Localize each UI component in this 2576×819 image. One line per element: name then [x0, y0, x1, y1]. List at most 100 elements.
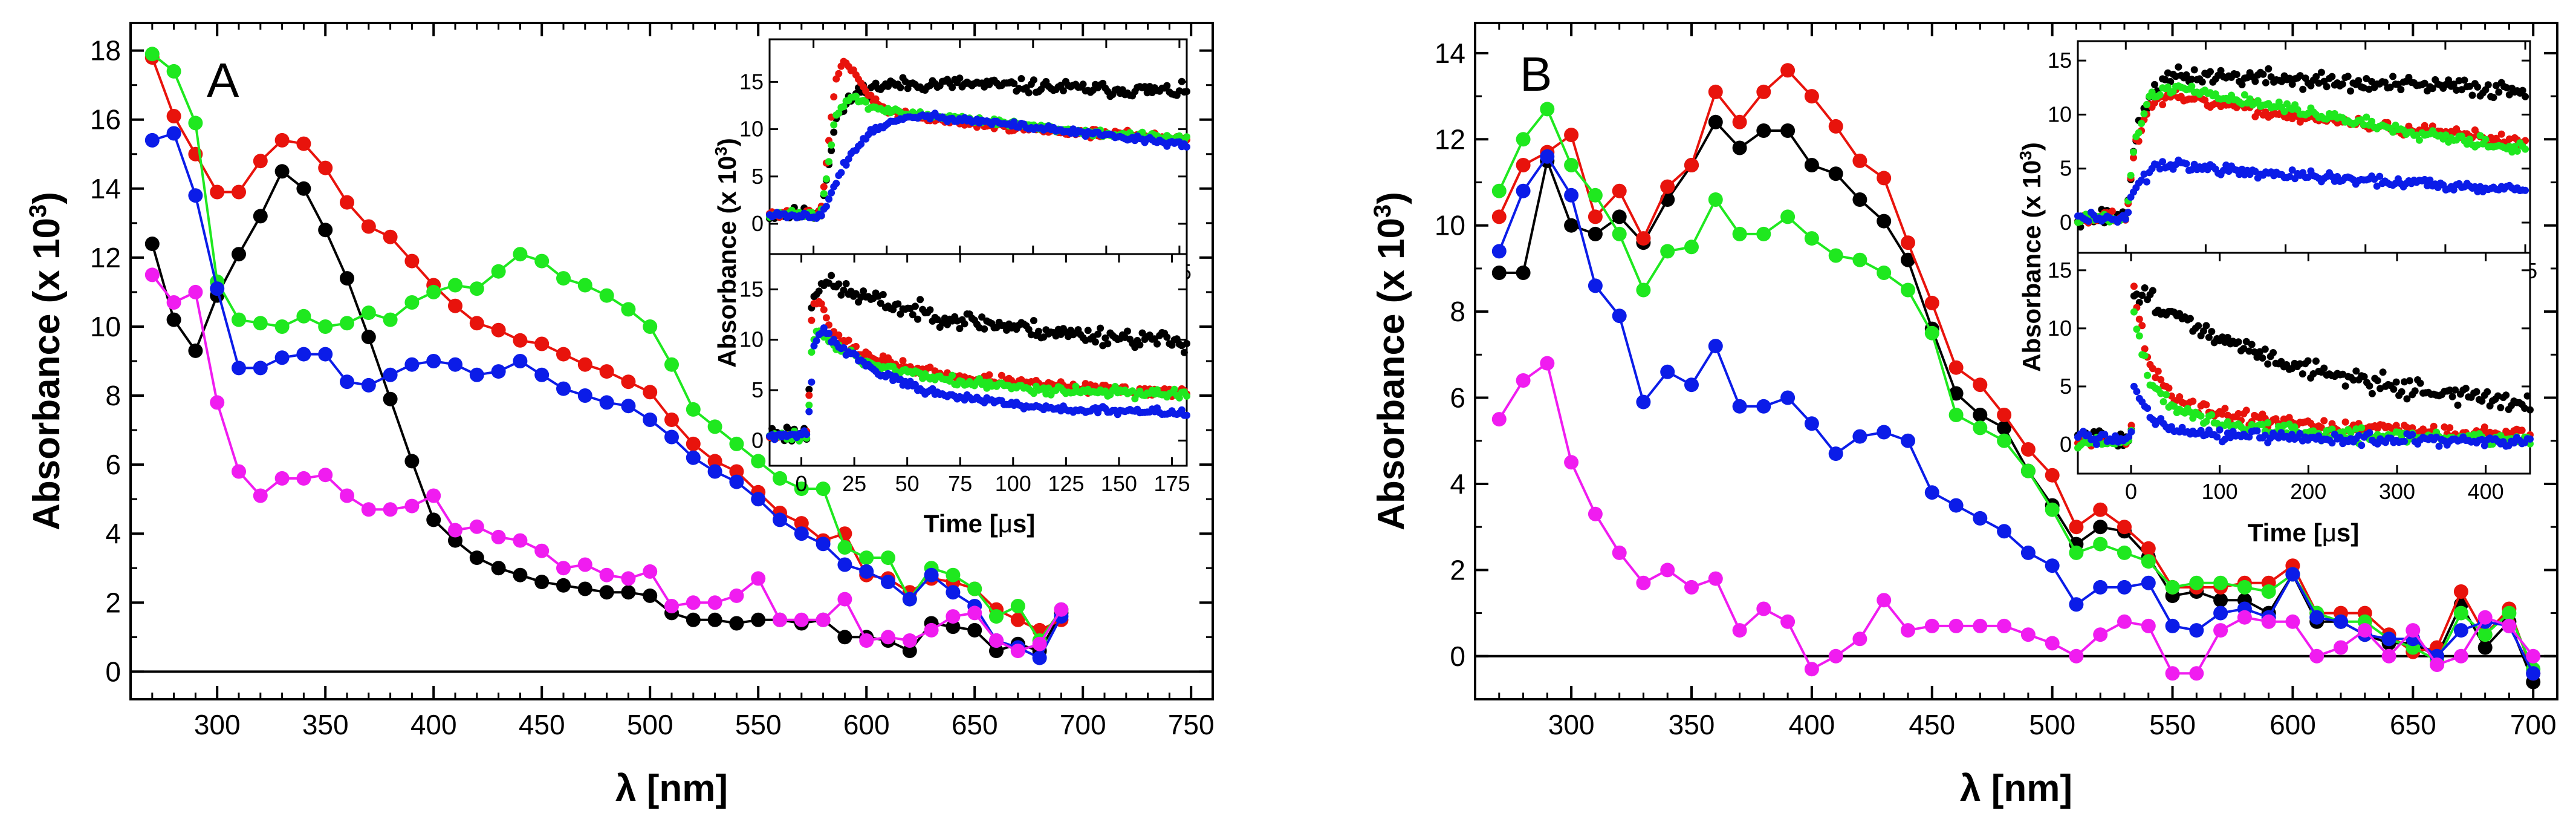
inset-point-red: [852, 342, 860, 350]
inset-point-green: [2363, 113, 2370, 121]
data-point-green: [1828, 248, 1843, 263]
inset-point-black: [981, 325, 988, 333]
panel-b-frame: [1474, 22, 2558, 700]
data-point-black: [902, 644, 917, 659]
data-point-green: [859, 550, 874, 566]
data-point-magenta: [1588, 506, 1603, 521]
data-point-blue: [1877, 425, 1892, 440]
data-point-red: [556, 347, 571, 362]
inset-point-green: [830, 121, 838, 129]
inset-point-green: [820, 190, 828, 198]
inset-point-green: [2138, 120, 2146, 128]
inset-point-blue: [2401, 437, 2408, 445]
inset-point-black: [2251, 77, 2259, 85]
data-point-magenta: [383, 502, 398, 517]
data-point-green: [274, 319, 290, 334]
inset-point-blue: [2159, 158, 2167, 166]
data-point-blue: [448, 357, 462, 372]
inset-point-black: [2338, 80, 2346, 88]
data-point-magenta: [577, 557, 592, 572]
inset-point-blue: [2121, 215, 2129, 223]
inset-point-red: [820, 183, 828, 191]
inset-point-red: [2242, 406, 2250, 414]
inset-y-tick-label: 5: [2060, 156, 2072, 181]
data-point-red: [274, 132, 290, 148]
y-tick-label: 0: [105, 656, 121, 687]
data-point-magenta: [1684, 579, 1699, 595]
inset-point-red: [835, 70, 843, 77]
data-point-magenta: [2261, 614, 2276, 629]
data-point-red: [1588, 209, 1603, 224]
data-point-magenta: [1732, 623, 1747, 638]
data-point-black: [1516, 266, 1531, 280]
inset-point-black: [2462, 385, 2470, 393]
data-point-green: [686, 402, 701, 417]
data-point-magenta: [2189, 666, 2204, 681]
inset-point-black: [956, 74, 964, 82]
data-point-green: [816, 481, 831, 497]
inset-x-tick-label: 200: [2290, 479, 2326, 504]
data-point-red: [2020, 442, 2036, 457]
data-point-green: [1660, 244, 1675, 259]
data-point-blue: [2165, 618, 2180, 633]
data-point-red: [448, 298, 462, 313]
y-tick-label: 10: [1435, 210, 1465, 241]
data-point-black: [448, 533, 462, 548]
inset-point-red: [808, 316, 816, 324]
data-point-black: [1780, 123, 1796, 138]
data-point-green: [621, 302, 636, 317]
inset-point-black: [2421, 79, 2428, 87]
panel-a: 300 350 400 450 500 550 600 650 700 7500246810121…: [25, 22, 1215, 809]
inset-point-black: [1035, 327, 1042, 335]
data-point-black: [751, 612, 766, 627]
inset-point-red: [2430, 422, 2438, 430]
data-point-black: [274, 164, 290, 179]
y-tick-label: 4: [105, 518, 121, 549]
data-point-black: [686, 612, 701, 627]
inset-point-red: [2221, 405, 2229, 413]
data-point-blue: [686, 450, 701, 465]
inset-point-blue: [2253, 427, 2261, 435]
inset-point-black: [2347, 87, 2354, 95]
data-point-magenta: [707, 595, 722, 610]
panel-b-x-axis-label: λ [nm]: [1960, 768, 2072, 809]
data-point-magenta: [2502, 618, 2517, 633]
inset-point-green: [2280, 108, 2288, 116]
data-point-green: [1010, 599, 1025, 613]
inset-point-green: [2133, 325, 2141, 333]
inset-point-blue: [2424, 182, 2431, 189]
data-point-green: [1516, 132, 1531, 147]
inset-point-black: [2451, 386, 2459, 394]
x-tick-label: 300: [194, 709, 241, 740]
panel-a-series: [144, 47, 1069, 665]
inset-point-black: [911, 302, 919, 310]
inset-point-blue: [822, 203, 830, 210]
data-point-blue: [643, 413, 658, 427]
inset-point-black: [2411, 387, 2419, 395]
inset-point-red: [2176, 393, 2184, 400]
data-point-magenta: [643, 564, 658, 579]
inset-point-black: [2234, 338, 2242, 346]
inset-point-black: [978, 313, 986, 321]
data-point-magenta: [816, 612, 831, 627]
inset-point-black: [2445, 76, 2453, 84]
data-point-magenta: [1756, 601, 1771, 616]
y-tick-label: 0: [1450, 641, 1465, 672]
data-point-blue: [166, 126, 181, 141]
data-point-red: [253, 154, 268, 169]
inset-point-black: [2320, 364, 2328, 372]
data-point-blue: [556, 381, 571, 396]
inset-point-green: [2482, 135, 2490, 143]
y-tick-label: 6: [1450, 382, 1465, 414]
data-point-blue: [318, 347, 333, 362]
data-point-black: [534, 575, 550, 590]
data-point-green: [1732, 226, 1747, 241]
data-point-blue: [426, 354, 441, 368]
data-point-blue: [2309, 610, 2325, 625]
inset-point-red: [2127, 422, 2135, 429]
inset-point-black: [2240, 345, 2248, 353]
inset-point-black: [2392, 378, 2400, 386]
data-point-green: [513, 247, 528, 262]
